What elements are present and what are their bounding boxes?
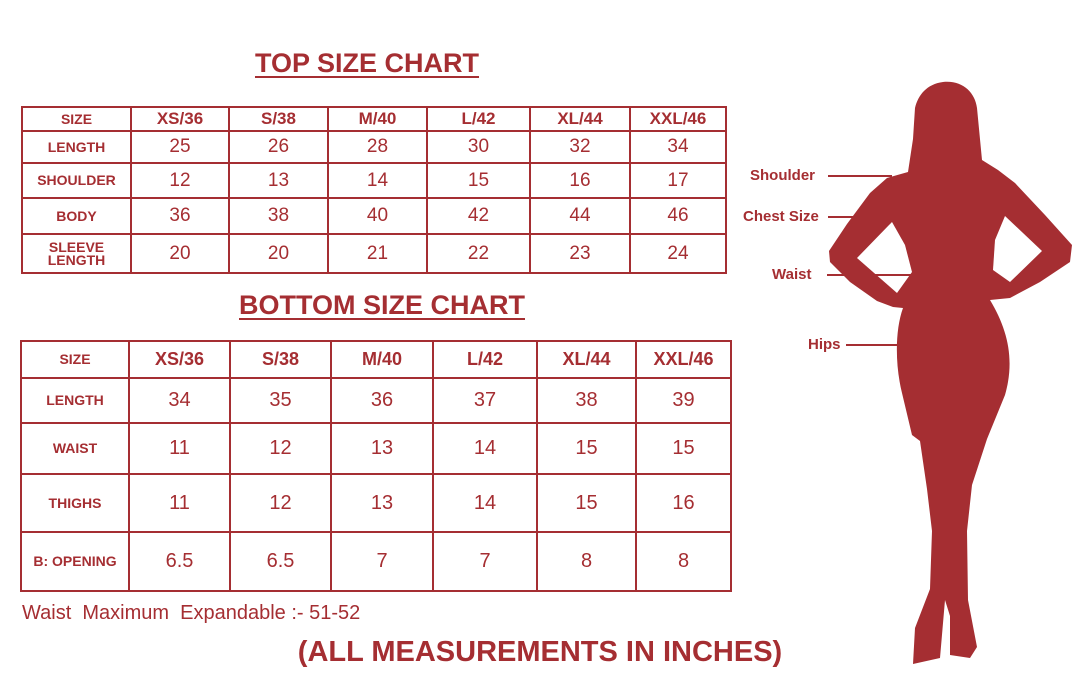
table-row: SLEEVE LENGTH 20 20 21 22 23 24 [21, 233, 727, 274]
bottom-size-table: SIZE XS/36 S/38 M/40 L/42 XL/44 XXL/46 LENGTH 34… [20, 340, 732, 592]
size-header-cell: XL/44 [536, 340, 637, 379]
table-header-row: SIZE XS/36 S/38 M/40 L/42 XL/44 XXL/46 [20, 340, 732, 379]
measurement-cell: 15 [426, 162, 531, 199]
table-row: B: OPENING 6.5 6.5 7 7 8 8 [20, 531, 732, 592]
table-row: LENGTH 34 35 36 37 38 39 [20, 377, 732, 424]
measurement-cell: 20 [130, 233, 230, 274]
measurement-cell: 14 [432, 473, 538, 533]
measurement-cell: 36 [130, 197, 230, 235]
measurement-cell: 13 [228, 162, 329, 199]
table-row: LENGTH 25 26 28 30 32 34 [21, 130, 727, 164]
measurement-cell: 7 [432, 531, 538, 592]
measurement-cell: 11 [128, 473, 231, 533]
measurement-cell: 14 [432, 422, 538, 475]
size-header-cell: S/38 [229, 340, 332, 379]
top-size-table: SIZE XS/36 S/38 M/40 L/42 XL/44 XXL/46 LENGTH 25… [21, 106, 727, 274]
measurement-cell: 38 [228, 197, 329, 235]
waist-label: Waist [772, 266, 812, 283]
right-arm-gap [993, 216, 1042, 282]
measurement-cell: 20 [228, 233, 329, 274]
measurement-cell: 28 [327, 130, 428, 164]
measurement-cell: 16 [635, 473, 732, 533]
measurement-cell: 35 [229, 377, 332, 424]
size-header-cell: XL/44 [529, 106, 631, 132]
table-row: SHOULDER 12 13 14 15 16 17 [21, 162, 727, 199]
size-header-cell: M/40 [327, 106, 428, 132]
measurement-cell: 6.5 [128, 531, 231, 592]
size-header-cell: L/42 [426, 106, 531, 132]
measurement-cell: 32 [529, 130, 631, 164]
table-row: WAIST 11 12 13 14 15 15 [20, 422, 732, 475]
row-label-cell: BODY [21, 197, 132, 235]
row-label-cell: LENGTH [20, 377, 130, 424]
measurement-cell: 42 [426, 197, 531, 235]
measurement-cell: 13 [330, 473, 434, 533]
row-label-cell: THIGHS [20, 473, 130, 533]
measurement-cell: 39 [635, 377, 732, 424]
measurement-cell: 13 [330, 422, 434, 475]
measurement-units-note: (ALL MEASUREMENTS IN INCHES) [297, 636, 783, 668]
measurement-cell: 30 [426, 130, 531, 164]
measurement-cell: 12 [229, 473, 332, 533]
measurement-cell: 36 [330, 377, 434, 424]
measurement-cell: 38 [536, 377, 637, 424]
size-header-cell: XS/36 [128, 340, 231, 379]
row-label-cell: SLEEVE LENGTH [21, 233, 132, 274]
hips-label: Hips [808, 336, 841, 353]
size-header-cell: S/38 [228, 106, 329, 132]
top-size-chart-title: TOP SIZE CHART [254, 48, 480, 78]
shoulder-label: Shoulder [750, 167, 816, 184]
measurement-cell: 23 [529, 233, 631, 274]
size-header-cell: M/40 [330, 340, 434, 379]
waist-expandable-note: Waist Maximum Expandable :- 51-52 [22, 602, 361, 624]
measurement-cell: 7 [330, 531, 434, 592]
measurement-cell: 22 [426, 233, 531, 274]
woman-silhouette [829, 81, 1072, 664]
size-header-cell: XS/36 [130, 106, 230, 132]
measurement-cell: 15 [635, 422, 732, 475]
measurement-cell: 12 [130, 162, 230, 199]
measurement-cell: 24 [629, 233, 727, 274]
measurement-cell: 34 [629, 130, 727, 164]
measurement-cell: 17 [629, 162, 727, 199]
measurement-cell: 44 [529, 197, 631, 235]
row-label-cell: SHOULDER [21, 162, 132, 199]
bottom-size-chart-title: BOTTOM SIZE CHART [239, 290, 525, 320]
measurement-cell: 26 [228, 130, 329, 164]
chest-size-label: Chest Size [743, 208, 819, 225]
measurement-cell: 15 [536, 473, 637, 533]
measurement-cell: 6.5 [229, 531, 332, 592]
size-header-cell: XXL/46 [629, 106, 727, 132]
measurement-cell: 8 [536, 531, 637, 592]
table-header-row: SIZE XS/36 S/38 M/40 L/42 XL/44 XXL/46 [21, 106, 727, 132]
size-header-cell: L/42 [432, 340, 538, 379]
measurement-cell: 16 [529, 162, 631, 199]
measurement-cell: 12 [229, 422, 332, 475]
measurement-cell: 37 [432, 377, 538, 424]
table-row: THIGHS 11 12 13 14 15 16 [20, 473, 732, 533]
measurement-cell: 14 [327, 162, 428, 199]
measurement-cell: 25 [130, 130, 230, 164]
size-header-cell: XXL/46 [635, 340, 732, 379]
row-label-cell: SIZE [21, 106, 132, 132]
measurement-cell: 15 [536, 422, 637, 475]
table-row: BODY 36 38 40 42 44 46 [21, 197, 727, 235]
measurement-cell: 40 [327, 197, 428, 235]
measurement-cell: 34 [128, 377, 231, 424]
row-label-cell: WAIST [20, 422, 130, 475]
measurement-cell: 46 [629, 197, 727, 235]
row-label-cell: SIZE [20, 340, 130, 379]
row-label-cell: B: OPENING [20, 531, 130, 592]
measurement-cell: 21 [327, 233, 428, 274]
row-label-cell: LENGTH [21, 130, 132, 164]
measurement-cell: 11 [128, 422, 231, 475]
measurement-cell: 8 [635, 531, 732, 592]
